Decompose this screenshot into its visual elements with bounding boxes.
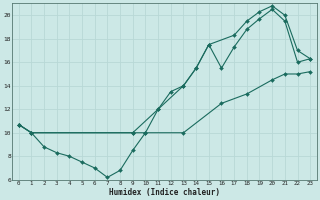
X-axis label: Humidex (Indice chaleur): Humidex (Indice chaleur) (109, 188, 220, 197)
